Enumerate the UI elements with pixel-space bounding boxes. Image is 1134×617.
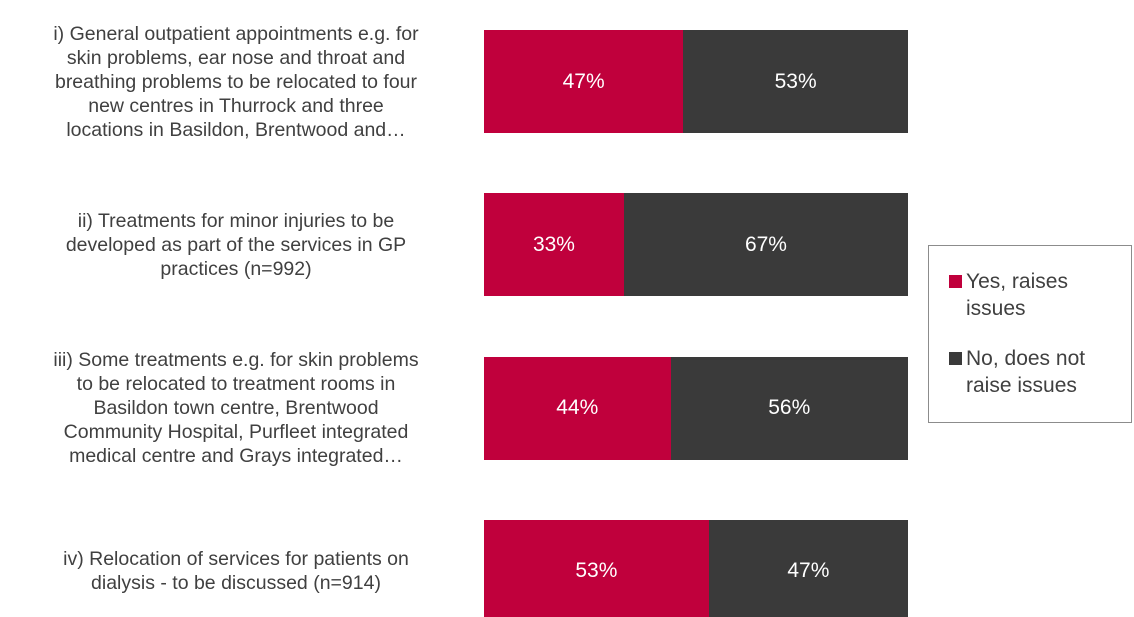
value-label: 56%: [768, 396, 811, 420]
category-label: i) General outpatient appointments e.g. …: [53, 22, 419, 141]
category-label: iv) Relocation of services for patients …: [63, 548, 409, 595]
value-label: 53%: [774, 69, 817, 93]
value-label: 44%: [556, 396, 599, 420]
bar-segment: [484, 193, 624, 297]
bar-segment: [683, 30, 908, 133]
value-label: 67%: [744, 232, 787, 256]
value-label: 47%: [787, 559, 830, 583]
legend-swatch: [949, 352, 962, 365]
bar-segment: [670, 356, 908, 460]
legend-item: No, does not raise issues: [949, 345, 1116, 399]
bar-segment: [708, 519, 908, 617]
legend: Yes, raises issues No, does not raise iss…: [928, 245, 1132, 423]
legend-label: Yes, raises issues: [966, 270, 1068, 320]
legend-swatch: [949, 275, 962, 288]
bar-segment: [484, 356, 671, 460]
category-label: ii) Treatments for minor injuries to be …: [65, 209, 407, 280]
legend-label: No, does not raise issues: [966, 347, 1086, 397]
value-label: 53%: [575, 559, 618, 583]
value-label: 33%: [532, 232, 575, 256]
bar-segment: [484, 30, 684, 133]
value-label: 47%: [562, 69, 605, 93]
category-label: iii) Some treatments e.g. for skin probl…: [53, 349, 419, 468]
bar-segment: [623, 193, 908, 297]
legend-item: Yes, raises issues: [949, 268, 1116, 322]
bar-segment: [484, 519, 709, 617]
